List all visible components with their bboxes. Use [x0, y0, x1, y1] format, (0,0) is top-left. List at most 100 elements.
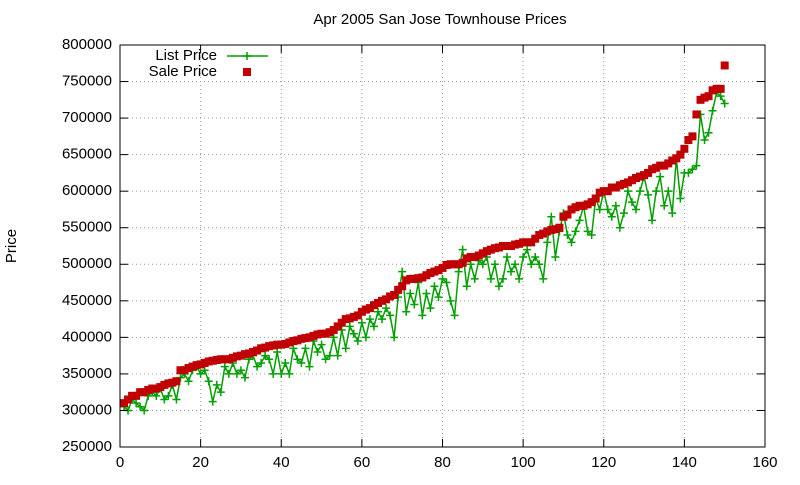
square-marker	[361, 305, 370, 314]
plus-marker	[660, 201, 669, 210]
square-marker	[329, 326, 338, 335]
plus-marker	[668, 209, 677, 218]
square-marker	[632, 174, 640, 183]
square-marker	[543, 227, 552, 236]
plus-marker	[648, 216, 657, 225]
plus-marker	[257, 358, 266, 367]
plus-marker	[684, 168, 693, 177]
plus-marker	[301, 344, 310, 353]
plus-marker	[627, 198, 636, 207]
square-marker	[216, 355, 225, 364]
plus-marker	[571, 227, 580, 236]
square-marker	[656, 161, 665, 170]
square-marker	[470, 252, 479, 261]
square-marker	[156, 383, 165, 392]
plus-marker	[365, 315, 374, 324]
plus-marker	[458, 245, 467, 254]
square-marker	[494, 243, 503, 252]
plus-marker	[402, 307, 411, 316]
plus-marker	[708, 106, 717, 115]
plus-marker	[313, 347, 322, 356]
plus-marker	[382, 304, 391, 313]
plus-marker	[583, 227, 592, 236]
square-marker	[426, 269, 435, 278]
square-marker	[519, 238, 528, 247]
square-marker	[539, 229, 548, 238]
square-marker	[458, 258, 467, 267]
y-tick-label: 250000	[62, 438, 112, 455]
square-marker	[309, 331, 318, 340]
y-tick-label: 800000	[62, 36, 112, 53]
square-marker	[498, 242, 507, 250]
square-marker	[490, 244, 499, 253]
square-marker	[511, 240, 520, 249]
plus-marker	[240, 373, 249, 382]
square-marker	[587, 198, 596, 207]
plus-marker	[216, 388, 225, 397]
plus-marker	[422, 289, 431, 298]
plus-marker	[644, 190, 653, 199]
square-marker	[708, 86, 717, 95]
square-marker	[382, 295, 391, 304]
plus-marker	[539, 274, 548, 283]
square-marker	[394, 285, 403, 294]
square-marker	[410, 274, 419, 283]
y-tick-label: 700000	[62, 109, 112, 126]
plus-marker	[688, 165, 697, 174]
plus-marker	[636, 187, 645, 196]
square-marker	[438, 263, 447, 272]
square-marker	[535, 231, 544, 240]
plus-marker	[470, 274, 479, 283]
square-marker	[603, 187, 612, 196]
square-marker	[144, 385, 153, 394]
plus-marker	[390, 333, 399, 342]
plus-marker	[478, 260, 487, 269]
square-marker	[579, 201, 588, 210]
square-marker	[636, 172, 645, 181]
square-marker	[720, 61, 729, 70]
plus-marker	[450, 311, 459, 320]
plus-marker	[656, 172, 665, 181]
square-marker	[523, 238, 532, 247]
square-marker	[353, 311, 362, 320]
y-axis-label: Price	[3, 229, 20, 263]
square-marker	[547, 225, 556, 234]
legend-marker	[243, 52, 251, 60]
square-marker	[305, 333, 314, 342]
plus-marker	[652, 187, 661, 196]
plus-marker	[164, 391, 173, 400]
square-marker	[712, 84, 721, 93]
x-tick-label: 100	[511, 454, 536, 471]
square-marker	[567, 205, 576, 214]
square-marker	[378, 296, 387, 305]
x-tick-label: 60	[354, 454, 371, 471]
square-marker	[486, 245, 495, 254]
plus-marker	[511, 260, 520, 269]
plus-marker	[281, 358, 290, 367]
plus-marker	[361, 333, 370, 342]
plus-marker	[623, 187, 632, 196]
plus-marker	[426, 304, 435, 313]
square-marker	[664, 159, 673, 168]
square-marker	[232, 352, 241, 361]
plus-marker	[224, 369, 233, 378]
square-marker	[559, 212, 568, 221]
plus-marker	[676, 194, 685, 203]
plus-marker	[595, 205, 604, 214]
square-marker	[442, 261, 451, 270]
plus-marker	[265, 355, 274, 364]
plus-marker	[398, 267, 407, 276]
plus-marker	[386, 311, 395, 320]
square-marker	[349, 312, 358, 321]
square-marker	[684, 136, 693, 145]
plus-marker	[430, 282, 439, 291]
plus-marker	[466, 260, 475, 269]
square-marker	[285, 338, 294, 347]
plus-marker	[716, 92, 725, 101]
square-marker	[374, 299, 382, 308]
square-marker	[591, 194, 600, 203]
square-marker	[245, 349, 253, 358]
plus-marker	[700, 136, 709, 145]
square-marker	[696, 95, 705, 104]
